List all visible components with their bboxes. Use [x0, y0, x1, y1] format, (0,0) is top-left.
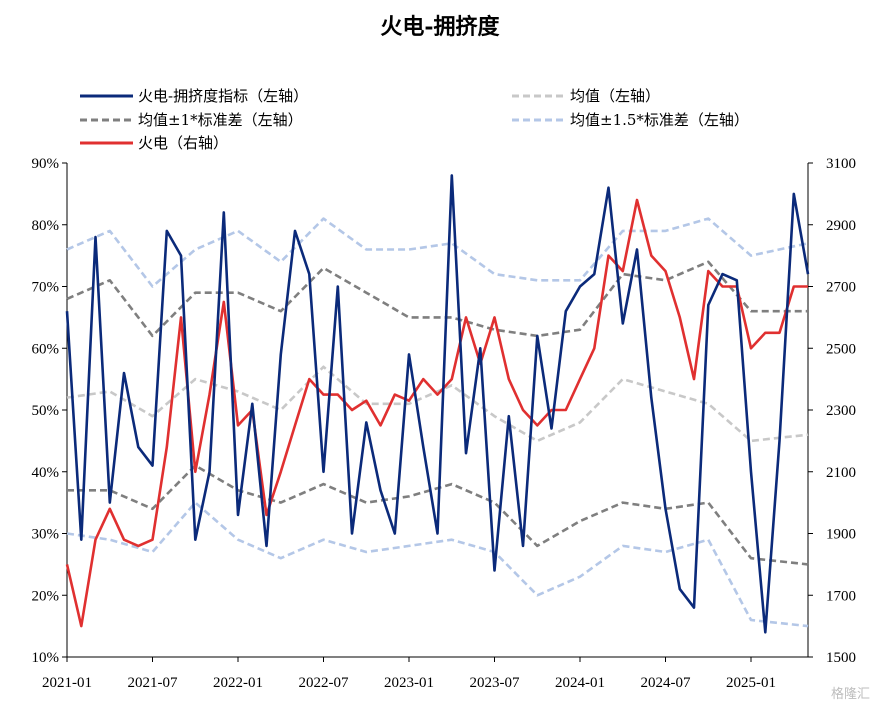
x-tick-label: 2022-01	[213, 675, 263, 691]
x-tick-label: 2022-07	[299, 675, 349, 691]
watermark: 格隆汇	[831, 686, 870, 702]
y-left-tick-label: 40%	[32, 465, 60, 481]
y-right-tick-label: 2700	[826, 280, 856, 296]
series-line-2	[66, 365, 809, 443]
y-left-tick-label: 80%	[32, 218, 60, 234]
y-left-tick-label: 20%	[32, 588, 60, 604]
y-right-tick-label: 2300	[826, 403, 856, 419]
y-right-tick-label: 1700	[826, 588, 856, 604]
x-tick-label: 2021-01	[42, 675, 92, 691]
y-left-tick-label: 70%	[32, 280, 60, 296]
legend-label-4: 火电（右轴）	[138, 134, 228, 152]
legend-label-1: 均值（左轴）	[570, 87, 660, 105]
series-line-0	[65, 174, 810, 634]
chart-title: 火电-拥挤度	[380, 14, 500, 40]
x-tick-label: 2025-01	[726, 675, 776, 691]
y-left-tick-label: 60%	[32, 341, 60, 357]
y-left-tick-label: 10%	[32, 650, 60, 666]
legend: 火电-拥挤度指标（左轴） 均值（左轴） 均值±1*标准差（左轴） 均值±1.5*标准差…	[80, 87, 749, 152]
legend-label-0: 火电-拥挤度指标（左轴）	[138, 87, 308, 105]
y-right-tick-label: 2900	[826, 218, 856, 234]
axes	[62, 162, 813, 662]
x-tick-label: 2023-01	[384, 675, 434, 691]
y-right-tick-label: 2100	[826, 465, 856, 481]
tick-labels: 10% 20% 30% 40% 50% 60% 70% 80% 90% 1500 1700 1900 2…	[32, 156, 857, 691]
y-left-tick-label: 30%	[32, 527, 60, 543]
y-right-tick-label: 3100	[826, 156, 856, 172]
legend-label-3: 均值±1.5*标准差（左轴）	[570, 111, 749, 129]
y-left-tick-label: 90%	[32, 156, 60, 172]
series-line-3	[66, 260, 808, 338]
x-tick-label: 2024-07	[641, 675, 691, 691]
y-right-tick-label: 1900	[826, 527, 856, 543]
x-tick-label: 2023-07	[470, 675, 520, 691]
legend-label-2: 均值±1*标准差（左轴）	[138, 111, 303, 129]
x-tick-label: 2021-07	[128, 675, 178, 691]
y-right-tick-label: 1500	[826, 650, 856, 666]
y-right-tick-label: 2500	[826, 341, 856, 357]
x-tick-label: 2024-01	[555, 675, 605, 691]
plot-area	[65, 174, 810, 634]
y-left-tick-label: 50%	[32, 403, 60, 419]
series-line-5	[66, 217, 809, 288]
